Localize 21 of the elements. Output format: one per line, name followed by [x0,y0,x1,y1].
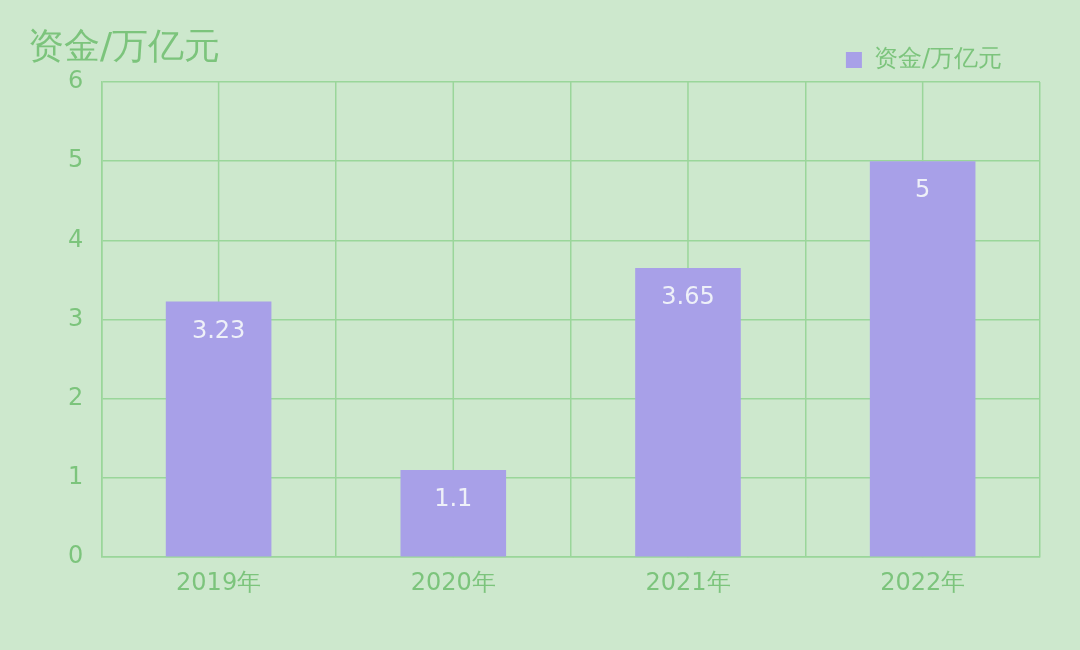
data-label: 3.65 [661,282,715,311]
y-tick-label: 6 [67,66,84,95]
bar [400,470,507,557]
x-tick-label: 2021年 [645,567,731,596]
y-tick-label: 4 [67,224,84,253]
bar [869,161,976,557]
data-label: 3.23 [191,315,246,344]
x-tick-label: 2019年 [176,567,262,596]
data-label: 5 [915,175,931,204]
y-tick-label: 3 [67,303,84,332]
chart-title: 资金/万亿元 [28,25,221,66]
y-tick-label: 2 [67,383,84,412]
y-tick-label: 5 [67,145,84,174]
y-tick-label: 1 [67,462,84,491]
data-label: 1.1 [434,484,473,513]
x-tick-label: 2020年 [410,567,496,596]
y-tick-label: 0 [67,541,84,570]
bar [635,268,741,557]
bar [165,301,272,557]
x-tick-label: 2022年 [880,567,966,596]
legend-label: 资金/万亿元 [873,44,1003,73]
